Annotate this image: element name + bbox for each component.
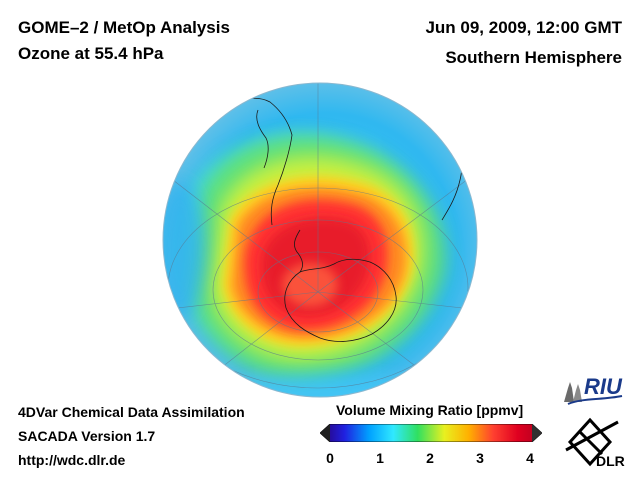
riu-logo-text: RIU: [584, 374, 623, 399]
colorbar-tick-3: 3: [476, 450, 484, 466]
product-title: GOME–2 / MetOp Analysis: [18, 18, 230, 37]
colorbar-tick-2: 2: [426, 450, 434, 466]
footer-version: SACADA Version 1.7: [18, 428, 156, 444]
colorbar-tick-1: 1: [376, 450, 384, 466]
riu-logo: RIU: [564, 374, 623, 405]
dlr-logo: DLR: [565, 417, 625, 468]
hemisphere-label: Southern Hemisphere: [445, 48, 622, 67]
footer-url[interactable]: http://wdc.dlr.de: [18, 452, 126, 468]
colorbar-tick-0: 0: [326, 450, 334, 466]
variable-title: Ozone at 55.4 hPa: [18, 44, 164, 63]
footer-method: 4DVar Chemical Data Assimilation: [18, 404, 245, 420]
dlr-logo-text: DLR: [596, 453, 625, 468]
colorbar: [320, 424, 542, 442]
colorbar-tick-4: 4: [526, 450, 534, 466]
coastlines: [199, 97, 463, 381]
datetime-label: Jun 09, 2009, 12:00 GMT: [425, 18, 622, 37]
colorbar-title: Volume Mixing Ratio [ppmv]: [336, 402, 524, 418]
ozone-field: [163, 83, 477, 397]
ozone-globe-map: [162, 82, 478, 398]
